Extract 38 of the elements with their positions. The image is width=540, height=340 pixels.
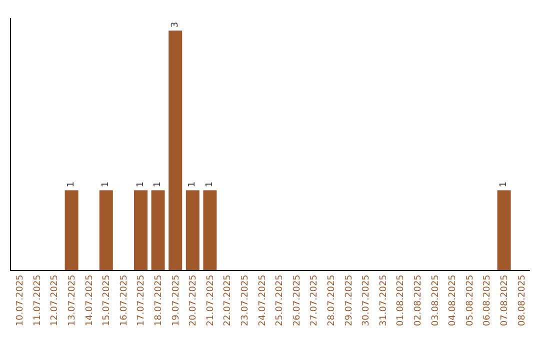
x-tick-label: 20.07.2025	[188, 274, 199, 326]
x-tick-label: 07.08.2025	[500, 274, 510, 326]
x-tick-label: 25.07.2025	[275, 274, 286, 326]
x-tick-label: 08.08.2025	[517, 274, 528, 326]
x-tick-label: 16.07.2025	[119, 274, 130, 326]
data-label: 3	[170, 22, 180, 28]
x-tick-label: 26.07.2025	[292, 274, 302, 326]
data-label: 1	[136, 181, 146, 188]
x-tick-label: 05.08.2025	[465, 274, 476, 326]
x-tick-label: 06.08.2025	[482, 274, 493, 326]
x-tick-label: 29.07.2025	[344, 274, 354, 326]
x-tick-label: 19.07.2025	[171, 274, 182, 326]
x-tick-label: 11.07.2025	[32, 274, 43, 326]
x-tick-label: 21.07.2025	[206, 274, 216, 326]
x-tick-label: 14.07.2025	[84, 274, 95, 326]
x-tick-label: 15.07.2025	[102, 274, 112, 326]
x-tick-label: 24.07.2025	[258, 274, 268, 326]
x-tick-label: 30.07.2025	[362, 274, 372, 326]
x-tick-label: 02.08.2025	[413, 274, 424, 326]
data-label: 1	[188, 181, 198, 188]
x-tick-label: 12.07.2025	[50, 274, 60, 326]
x-tick-label: 27.07.2025	[310, 274, 320, 326]
x-tick-label: 18.07.2025	[154, 274, 164, 326]
data-label: 1	[66, 181, 77, 188]
x-tick-label: 01.08.2025	[396, 274, 406, 326]
x-tick-label: 17.07.2025	[136, 274, 147, 326]
x-tick-label: 10.07.2025	[16, 274, 26, 326]
data-label: 1	[153, 181, 164, 188]
data-label: 1	[499, 181, 510, 188]
data-label: 1	[204, 181, 215, 188]
data-label: 1	[101, 181, 112, 188]
x-tick-label: 22.07.2025	[223, 274, 234, 326]
x-tick-label: 04.08.2025	[448, 274, 458, 326]
x-tick-label: 31.07.2025	[378, 274, 389, 326]
x-tick-label: 03.08.2025	[430, 274, 441, 326]
x-tick-label: 23.07.2025	[240, 274, 250, 326]
x-tick-label: 13.07.2025	[67, 274, 78, 326]
x-tick-label: 28.07.2025	[326, 274, 337, 326]
